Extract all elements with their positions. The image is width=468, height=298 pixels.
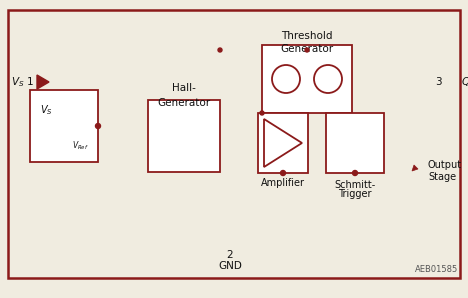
Bar xyxy=(258,113,308,173)
Text: $V_S$: $V_S$ xyxy=(11,75,24,89)
Circle shape xyxy=(218,48,222,52)
Bar xyxy=(326,113,384,173)
Bar xyxy=(8,10,460,278)
Text: Q: Q xyxy=(462,77,468,87)
Text: Generator: Generator xyxy=(157,98,211,108)
Bar xyxy=(148,100,220,172)
Text: AEB01585: AEB01585 xyxy=(415,266,458,274)
Circle shape xyxy=(260,111,264,115)
Text: $V_{Ref}$: $V_{Ref}$ xyxy=(72,140,88,152)
Bar xyxy=(262,45,352,113)
Circle shape xyxy=(272,65,300,93)
Circle shape xyxy=(352,170,358,176)
Text: Trigger: Trigger xyxy=(338,189,372,199)
Text: Schmitt-: Schmitt- xyxy=(334,180,376,190)
Text: Generator: Generator xyxy=(280,44,334,54)
Text: Amplifier: Amplifier xyxy=(261,178,305,188)
Text: GND: GND xyxy=(218,261,242,271)
Polygon shape xyxy=(412,165,418,171)
Circle shape xyxy=(305,48,309,52)
Text: 3: 3 xyxy=(435,77,442,87)
Circle shape xyxy=(280,170,285,176)
Text: $V_S$: $V_S$ xyxy=(40,103,52,117)
Polygon shape xyxy=(264,119,302,167)
Circle shape xyxy=(95,123,101,128)
Text: Threshold: Threshold xyxy=(281,31,333,41)
Text: 1: 1 xyxy=(27,77,34,87)
Polygon shape xyxy=(37,75,49,89)
Text: Output
Stage: Output Stage xyxy=(428,160,462,182)
Text: Hall-: Hall- xyxy=(172,83,196,93)
Circle shape xyxy=(314,65,342,93)
Bar xyxy=(30,90,98,162)
Text: 2: 2 xyxy=(227,250,234,260)
